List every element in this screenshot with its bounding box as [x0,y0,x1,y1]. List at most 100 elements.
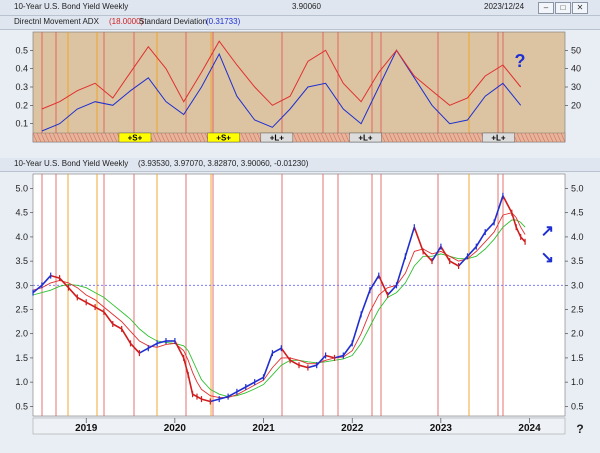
signal-hatch [460,132,466,143]
signal-hatch [536,132,542,143]
signal-hatch [412,132,418,143]
signal-hatch [80,132,86,143]
price-bar-segment [59,277,70,289]
price-bar-segment [156,340,167,345]
signal-hatch [172,132,178,143]
signal-hatch [516,132,522,143]
up-arrow-icon: ↗ [541,223,554,240]
signal-hatch [304,132,310,143]
price-bar-segment [187,374,194,395]
signal-hatch [56,132,62,143]
signal-hatch [240,132,246,143]
sd-param: (0.31733) [206,17,241,26]
signal-hatch [188,132,194,143]
signal-hatch [540,132,546,143]
signal-hatch [256,132,262,143]
y-tick-label-left: 4.5 [15,208,28,218]
signal-hatch [68,132,74,143]
price-bar-segment [289,359,300,366]
price-bar-segment [351,314,362,344]
maximize-icon[interactable]: □ [555,2,571,14]
sd-label: Standard Deviation [139,17,208,26]
signal-hatch [40,132,46,143]
price-bar-segment [129,342,140,354]
y-tick-label-left: 5.0 [15,184,28,194]
price-bar-segment [201,398,211,403]
signal-label: +L+ [358,134,373,143]
signal-hatch [316,132,322,143]
y-tick-label-left: 2.0 [15,329,28,339]
price-bar-segment [262,352,274,378]
price-bar-segment [484,221,495,233]
signal-hatch [344,132,350,143]
price-ohlc: (3.93530, 3.97070, 3.82870, 3.90060, -0.… [138,159,309,168]
signal-hatch [108,132,114,143]
y-tick-label-right: 3.5 [571,256,584,266]
signal-hatch [388,132,394,143]
signal-hatch [244,132,250,143]
price-bar-segment [174,340,185,359]
x-axis-strip [32,417,566,435]
indicator-header: Directnl Movement ADX (18.0000) Standard… [0,16,600,30]
signal-hatch [72,132,78,143]
signal-hatch [76,132,82,143]
x-tick-label: 2023 [430,423,453,434]
signal-hatch [96,132,102,143]
right-tick-label: 30 [571,82,581,92]
signal-hatch [44,132,50,143]
price-bar-segment [245,381,256,388]
signal-hatch [404,132,410,143]
signal-hatch [92,132,98,143]
price-bar-segment [387,284,398,296]
signal-hatch [420,132,426,143]
last-value: 3.90060 [292,2,321,11]
y-tick-label-right: 4.0 [571,232,584,242]
signal-hatch [84,132,90,143]
signal-hatch [336,132,342,143]
signal-hatch [292,132,298,143]
price-bar-segment [511,212,517,228]
signal-hatch [456,132,462,143]
signal-hatch [296,132,302,143]
signal-hatch [312,132,318,143]
y-tick-label-left: 2.5 [15,305,28,315]
y-tick-label-right: 1.5 [571,353,584,363]
close-icon[interactable]: ✕ [572,2,588,14]
adx-series-line [41,40,522,110]
signal-hatch [324,132,330,143]
signal-hatch [320,132,326,143]
signal-hatch [328,132,334,143]
price-bar-segment [378,275,389,296]
price-bar-segment [342,342,353,356]
price-bar-segment [422,250,433,262]
signal-hatch [340,132,346,143]
price-bar-segment [41,275,52,286]
price-bar-segment [121,328,132,344]
price-bar-segment [395,256,407,286]
signal-hatch [48,132,54,143]
price-bar-segment [218,395,229,400]
signal-label: +L+ [491,134,506,143]
signal-hatch [200,132,206,143]
price-bar-segment [316,354,327,366]
signal-label: +L+ [270,134,285,143]
price-bar-segment [334,354,344,359]
signal-hatch [52,132,58,143]
window-titlebar: 10-Year U.S. Bond Yield Weekly 3.90060 2… [0,0,600,16]
price-bar-segment [360,289,371,315]
signal-hatch [468,132,474,143]
minimize-icon[interactable]: – [538,2,554,14]
price-bar-segment [515,226,522,238]
signal-hatch [180,132,186,143]
price-bar-segment [76,296,87,304]
price-bar-segment [67,287,78,298]
signal-label: +S+ [216,134,231,143]
left-tick-label: 0.1 [15,119,28,129]
y-tick-label-right: 2.5 [571,305,584,315]
price-bar-segment [210,398,220,403]
signal-hatch [436,132,442,143]
right-tick-label: 50 [571,45,581,55]
signal-hatch [64,132,70,143]
price-bar-segment [182,357,189,376]
